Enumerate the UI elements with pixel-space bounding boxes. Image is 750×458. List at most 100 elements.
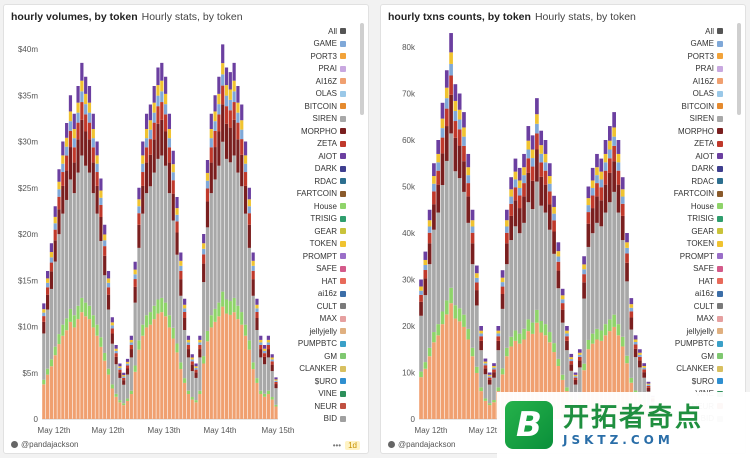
author-handle[interactable]: @pandajackson — [21, 440, 79, 449]
bar-stack[interactable] — [65, 123, 69, 419]
bar-stack[interactable] — [84, 76, 88, 419]
legend-item[interactable]: PUMPBTC — [661, 338, 723, 351]
legend-item[interactable]: GEAR — [661, 225, 723, 238]
bar-stack[interactable] — [103, 224, 107, 419]
bar-stack[interactable] — [228, 72, 232, 419]
bar-stack[interactable] — [213, 95, 217, 419]
bar-stack[interactable] — [492, 363, 496, 419]
bar-stack[interactable] — [251, 252, 255, 420]
bar-stack[interactable] — [179, 252, 183, 420]
bar-stack[interactable] — [625, 233, 629, 419]
bar-stack[interactable] — [87, 86, 92, 419]
legend-item[interactable]: VINE — [284, 388, 346, 401]
bar-stack[interactable] — [479, 326, 483, 419]
bar-stack[interactable] — [224, 67, 229, 420]
bar-stack[interactable] — [186, 335, 191, 419]
bar-stack[interactable] — [106, 271, 111, 419]
bar-stack[interactable] — [266, 335, 270, 419]
legend-item[interactable]: FARTCOIN — [661, 188, 723, 201]
legend-item[interactable]: FARTCOIN — [284, 188, 346, 201]
legend-item[interactable]: PRAI — [284, 63, 346, 76]
bar-stack[interactable] — [255, 298, 259, 419]
legend-item[interactable]: AI16Z — [284, 75, 346, 88]
bar-stack[interactable] — [449, 33, 453, 419]
bar-stack[interactable] — [209, 113, 213, 419]
bar-stack[interactable] — [616, 140, 621, 419]
bar-stack[interactable] — [95, 141, 99, 420]
bar-stack[interactable] — [144, 113, 149, 419]
bar-stack[interactable] — [517, 167, 522, 419]
bar-stack[interactable] — [432, 163, 436, 419]
bar-stack[interactable] — [552, 195, 556, 419]
legend-item[interactable]: CLANKER — [661, 363, 723, 376]
bar-stack[interactable] — [114, 345, 118, 419]
bar-stack[interactable] — [129, 335, 133, 419]
legend-item[interactable]: PUMPBTC — [284, 338, 346, 351]
bar-stack[interactable] — [436, 140, 441, 419]
legend-item[interactable]: MAX — [284, 313, 346, 326]
bar-stack[interactable] — [125, 358, 130, 419]
bar-stack[interactable] — [462, 112, 466, 419]
legend-item[interactable]: BID — [284, 413, 346, 426]
bar-stack[interactable] — [535, 98, 539, 419]
legend-item[interactable]: jellyjelly — [284, 325, 346, 338]
legend-item[interactable]: BITCOIN — [661, 100, 723, 113]
legend-item[interactable]: House — [284, 200, 346, 213]
legend-item[interactable]: OLAS — [661, 88, 723, 101]
legend-item[interactable]: GAME — [284, 38, 346, 51]
legend-item[interactable]: TOKEN — [284, 238, 346, 251]
bar-stack[interactable] — [205, 160, 210, 419]
more-options-icon[interactable]: ••• — [332, 441, 342, 450]
bar-stack[interactable] — [49, 243, 54, 419]
legend-item[interactable]: AI16Z — [661, 75, 723, 88]
bar-stack[interactable] — [530, 135, 535, 419]
bar-stack[interactable] — [221, 44, 225, 419]
legend-item[interactable]: RDAC — [284, 175, 346, 188]
bar-stack[interactable] — [156, 67, 160, 420]
bar-stack[interactable] — [164, 76, 168, 419]
legend-item[interactable]: PROMPT — [284, 250, 346, 263]
bar-stack[interactable] — [236, 86, 240, 419]
legend-item[interactable]: GM — [284, 350, 346, 363]
legend-item[interactable]: ZETA — [284, 138, 346, 151]
bar-stack[interactable] — [427, 209, 432, 419]
legend-item[interactable]: TOKEN — [661, 238, 723, 251]
legend-item[interactable]: CULT — [284, 300, 346, 313]
legend-item[interactable]: AIOT — [284, 150, 346, 163]
legend-item[interactable]: jellyjelly — [661, 325, 723, 338]
bar-stack[interactable] — [110, 317, 114, 419]
legend-item[interactable]: SIREN — [284, 113, 346, 126]
legend-item[interactable]: OLAS — [284, 88, 346, 101]
bar-stack[interactable] — [118, 363, 122, 420]
legend-item[interactable]: HAT — [661, 275, 723, 288]
bar-stack[interactable] — [171, 150, 175, 419]
legend-item[interactable]: All — [661, 25, 723, 38]
bar-stack[interactable] — [483, 358, 488, 419]
bar-stack[interactable] — [487, 372, 492, 420]
legend-item[interactable]: SAFE — [661, 263, 723, 276]
bar-stack[interactable] — [474, 265, 479, 419]
bar-stack[interactable] — [423, 251, 428, 419]
bar-stack[interactable] — [595, 153, 599, 419]
bar-stack[interactable] — [453, 84, 458, 419]
bar-stack[interactable] — [274, 377, 278, 419]
legend-item[interactable]: $URO — [284, 375, 346, 388]
bar-stack[interactable] — [160, 62, 164, 419]
bar-stack[interactable] — [419, 279, 423, 420]
legend-item[interactable]: House — [661, 200, 723, 213]
bar-stack[interactable] — [61, 141, 65, 420]
legend-scrollbar[interactable] — [737, 23, 741, 115]
bar-stack[interactable] — [133, 261, 137, 419]
bar-stack[interactable] — [620, 177, 625, 419]
bar-stack[interactable] — [509, 177, 513, 419]
bar-stack[interactable] — [137, 187, 141, 419]
legend-item[interactable]: RDAC — [661, 175, 723, 188]
bar-stack[interactable] — [72, 113, 76, 419]
bar-stack[interactable] — [148, 104, 152, 420]
legend-item[interactable]: TRISIG — [661, 213, 723, 226]
legend-item[interactable]: DARK — [284, 163, 346, 176]
bar-stack[interactable] — [262, 345, 267, 419]
bar-stack[interactable] — [91, 113, 95, 419]
author-handle[interactable]: @pandajackson — [398, 440, 456, 449]
legend-item[interactable]: TRISIG — [284, 213, 346, 226]
